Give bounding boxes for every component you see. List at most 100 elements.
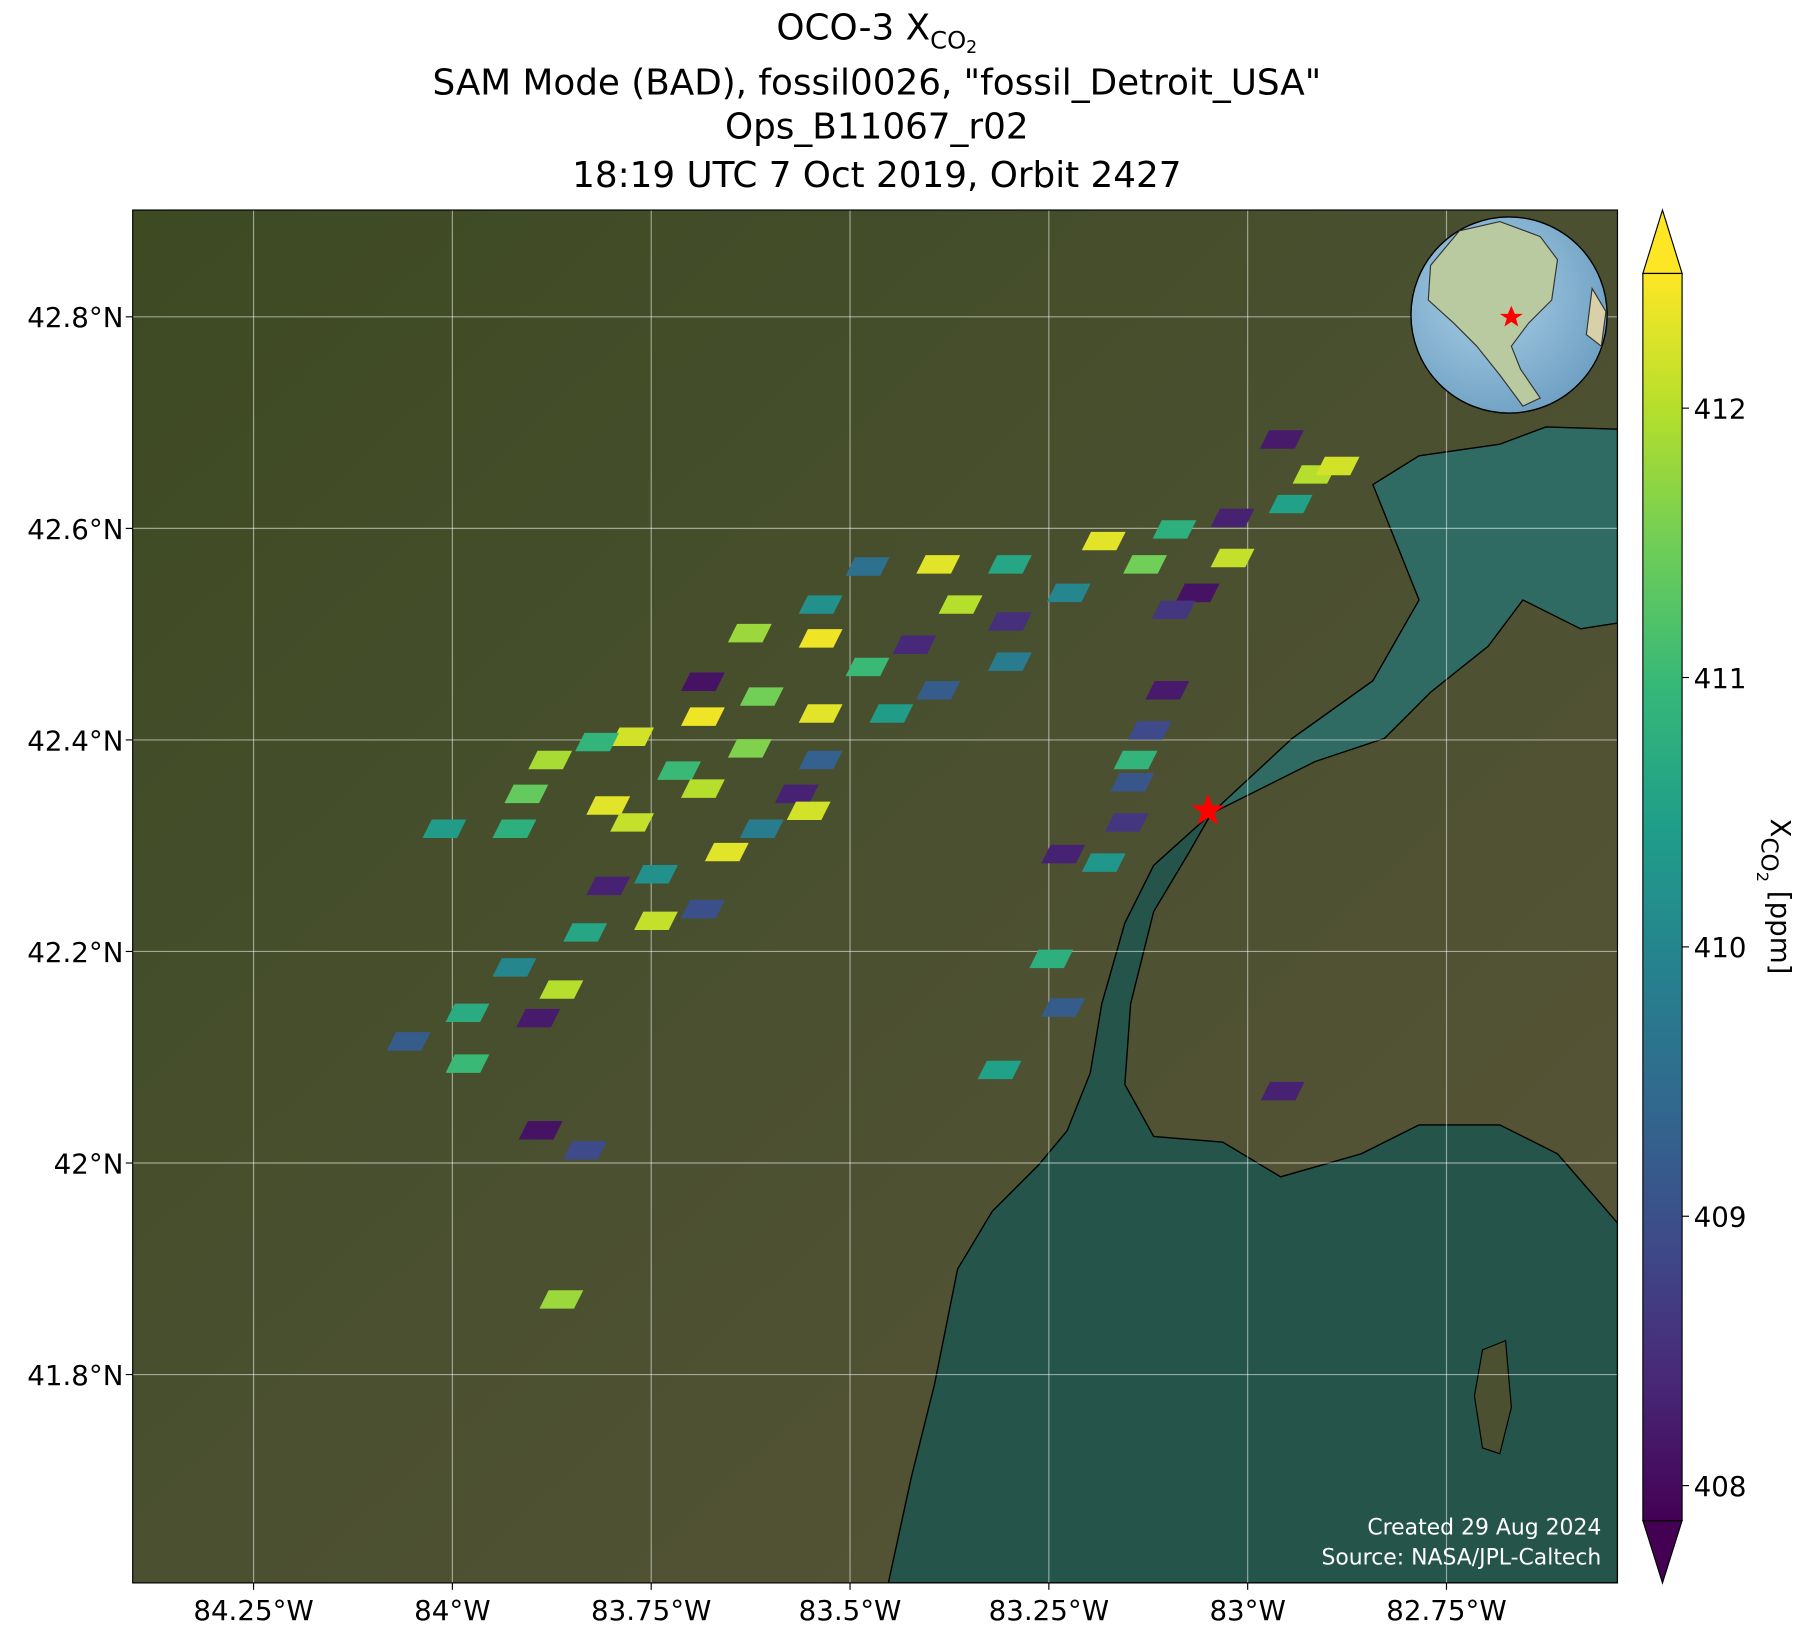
x-tick-label: 82.75°W (1386, 1594, 1506, 1627)
site-star (1191, 793, 1225, 825)
sounding (1110, 773, 1155, 792)
title-line-3: Ops_B11067_r02 (725, 106, 1029, 147)
sounding (528, 750, 573, 770)
sounding (727, 739, 772, 758)
sounding (445, 1054, 490, 1073)
sounding (1260, 1081, 1305, 1101)
sounding (634, 911, 678, 931)
sounding (845, 557, 890, 576)
pelee-island (1473, 1339, 1512, 1455)
sounding (798, 595, 843, 614)
sounding (445, 1003, 490, 1023)
x-tick-label: 84.25°W (193, 1594, 313, 1627)
sounding (1259, 430, 1304, 449)
sounding (798, 750, 843, 770)
sounding (680, 672, 725, 691)
sounding (1268, 494, 1313, 514)
sounding (786, 801, 831, 821)
sounding (1175, 583, 1220, 603)
sounding (727, 623, 772, 643)
sounding (987, 652, 1032, 671)
sounding (680, 779, 725, 798)
title-line-4: 18:19 UTC 7 Oct 2019, Orbit 2427 (572, 155, 1181, 196)
x-tick-label: 83°W (1209, 1594, 1285, 1627)
sounding (1123, 555, 1168, 574)
sounding (504, 784, 549, 804)
colorbar-tick-label: 408 (1694, 1470, 1747, 1503)
sounding (563, 1141, 608, 1160)
sounding (739, 687, 784, 706)
sounding (704, 842, 749, 862)
x-tick-label: 83.5°W (799, 1594, 902, 1627)
map (132, 210, 1618, 1583)
sounding (1104, 813, 1149, 832)
sounding (774, 784, 819, 804)
y-tick-label: 42.4°N (27, 724, 123, 757)
sounding (987, 612, 1032, 631)
sounding (422, 819, 467, 839)
title-line-1: OCO-3 XCO2 (776, 7, 977, 58)
y-tick-label: 42.6°N (27, 513, 123, 546)
sounding (539, 1290, 584, 1309)
colorbar-extend-top (1642, 208, 1683, 275)
globe-site (1499, 305, 1523, 327)
globe-land (1427, 220, 1559, 407)
y-tick-label: 42°N (54, 1147, 124, 1180)
sounding (657, 761, 701, 780)
x-tick-label: 83.25°W (989, 1594, 1109, 1627)
sounding (680, 707, 725, 726)
sounding (1145, 680, 1190, 700)
sounding (1081, 531, 1126, 551)
globe-inset (1410, 216, 1608, 414)
sounding (1210, 548, 1255, 568)
sounding (518, 1120, 563, 1140)
sounding (938, 595, 983, 614)
sounding (575, 732, 620, 752)
sounding (492, 958, 537, 977)
sounding (1081, 853, 1126, 872)
sounding (516, 1008, 561, 1028)
colorbar-tick-label: 410 (1694, 931, 1747, 964)
colorbar: 408 409 410 411 412 (1642, 208, 1747, 1585)
sounding (1041, 844, 1086, 864)
y-tick-label: 42.8°N (27, 301, 123, 334)
sounding (1029, 949, 1074, 969)
sounding (798, 629, 843, 648)
title-line-2: SAM Mode (BAD), fossil0026, "fossil_Detr… (432, 63, 1321, 104)
sounding (1127, 721, 1172, 740)
sounding (586, 796, 631, 815)
sounding (610, 813, 655, 832)
sounding (1315, 456, 1360, 476)
sounding (892, 635, 937, 654)
sounding (977, 1060, 1022, 1080)
sounding (916, 555, 961, 574)
soundings (386, 430, 1360, 1309)
sounding (586, 876, 631, 896)
sounding (1210, 508, 1255, 528)
y-tick-label: 42.2°N (27, 936, 123, 969)
sounding (845, 657, 890, 677)
sounding (869, 704, 914, 723)
sounding (1151, 600, 1196, 620)
site (1191, 793, 1225, 825)
sounding (739, 819, 784, 839)
credit: Source: NASA/JPL-Caltech (1321, 1545, 1601, 1570)
sounding (610, 727, 655, 746)
sounding (680, 899, 725, 919)
lake-st-clair (1210, 426, 1618, 815)
sounding (1041, 998, 1086, 1017)
globe-land (1585, 286, 1607, 348)
colorbar-extend-bottom (1642, 1520, 1683, 1585)
grid (132, 210, 1618, 1583)
colorbar-tick-label: 409 (1694, 1201, 1747, 1234)
sounding (492, 819, 537, 839)
sounding (563, 923, 608, 942)
colorbar-body (1642, 272, 1683, 1522)
sounding (634, 865, 678, 884)
colorbar-tick-label: 412 (1694, 393, 1747, 426)
sounding (916, 680, 961, 700)
sounding (386, 1032, 431, 1051)
sounding (798, 704, 843, 723)
sounding (987, 555, 1032, 574)
